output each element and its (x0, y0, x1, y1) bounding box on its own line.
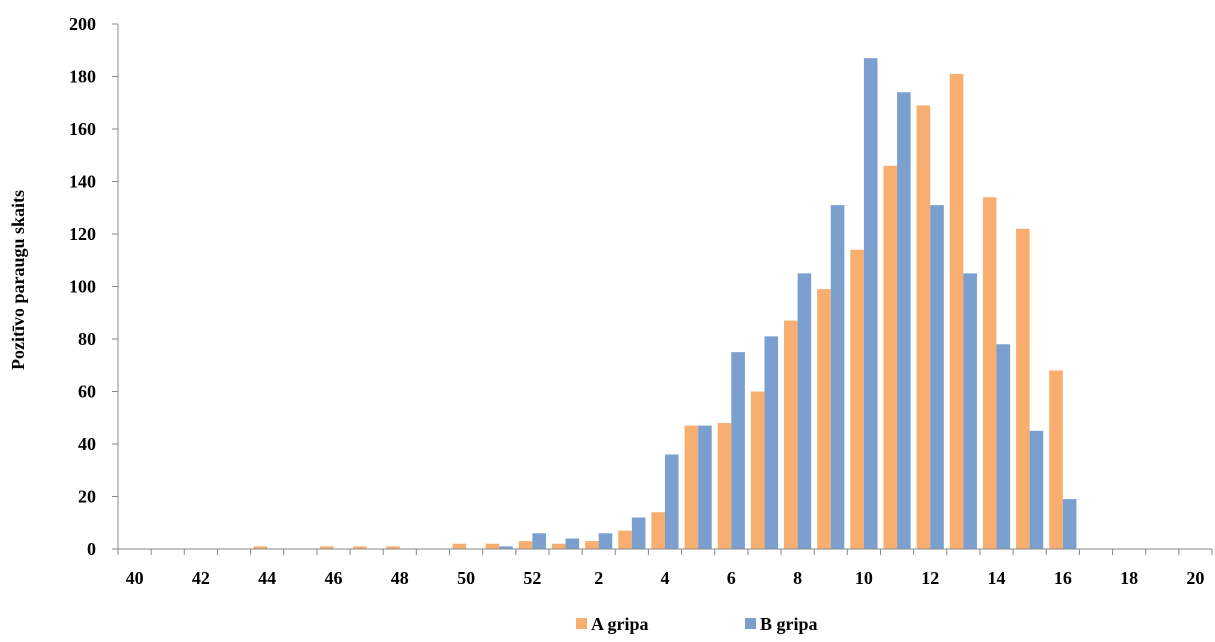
bar-a-gripa (1049, 370, 1063, 549)
y-tick-label: 80 (78, 329, 96, 349)
x-tick-label: 50 (457, 568, 475, 588)
bar-a-gripa (452, 543, 467, 549)
bar-b-gripa (897, 92, 911, 549)
bar-a-gripa (982, 197, 997, 549)
bar-a-gripa (684, 425, 699, 549)
bar-a-gripa (518, 541, 533, 549)
y-tick-label: 100 (69, 277, 96, 297)
bar-b-gripa (565, 538, 580, 549)
bar-b-gripa (1062, 499, 1077, 549)
bar-a-gripa (850, 249, 864, 549)
y-tick-label: 0 (87, 539, 96, 559)
x-tick-label: 46 (324, 568, 342, 588)
legend-label: A gripa (591, 614, 649, 634)
legend-swatch (745, 618, 756, 629)
x-tick-label: 20 (1186, 568, 1204, 588)
bar-a-gripa (618, 530, 632, 549)
x-tick-label: 10 (855, 568, 873, 588)
bar-a-gripa (1016, 228, 1030, 549)
y-axis-title: Pozitīvo paraugu skaits (8, 190, 28, 370)
x-tick-label: 8 (793, 568, 802, 588)
x-tick-label: 4 (661, 568, 670, 588)
x-tick-label: 12 (921, 568, 939, 588)
bar-b-gripa (532, 533, 546, 549)
bar-b-gripa (631, 517, 646, 549)
x-tick-label: 48 (391, 568, 409, 588)
bar-a-gripa (651, 512, 665, 549)
bar-a-gripa (386, 546, 400, 549)
bar-b-gripa (797, 273, 812, 549)
bar-b-gripa (598, 533, 613, 549)
x-tick-label: 42 (192, 568, 210, 588)
bar-a-gripa (949, 73, 964, 549)
bar-b-gripa (996, 344, 1011, 549)
y-tick-label: 140 (69, 172, 96, 192)
legend-swatch (576, 618, 587, 629)
y-tick-label: 180 (69, 67, 96, 87)
y-tick-label: 20 (78, 487, 96, 507)
bar-a-gripa (585, 541, 599, 549)
x-tick-label: 2 (594, 568, 603, 588)
bar-b-gripa (863, 58, 878, 549)
bar-a-gripa (784, 320, 798, 549)
x-tick-label: 16 (1054, 568, 1072, 588)
bar-a-gripa (485, 543, 500, 549)
bar-a-gripa (750, 391, 765, 549)
bar-b-gripa (665, 454, 679, 549)
bar-b-gripa (1029, 430, 1044, 549)
bar-a-gripa (253, 546, 268, 549)
x-axis-ticks: 40 42 44 46 48 50 52 2 4 6 8 10 12 14 16 18 20 (117, 549, 1213, 588)
bar-a-gripa (883, 165, 898, 549)
bar-b-gripa (830, 205, 845, 549)
bar-a-gripa (319, 546, 334, 549)
bar-a-gripa (717, 423, 732, 549)
bar-b-gripa (499, 546, 513, 549)
x-tick-label: 44 (258, 568, 276, 588)
legend-label: B gripa (760, 614, 818, 634)
bar-b-gripa (963, 273, 977, 549)
y-tick-label: 120 (69, 224, 96, 244)
y-axis-ticks: 0 20 40 60 80 100 120 140 160 180 200 (69, 14, 118, 559)
bar-b-gripa (930, 205, 944, 549)
y-tick-label: 160 (69, 119, 96, 139)
bar-b-gripa (731, 352, 745, 549)
x-tick-label: 40 (126, 568, 144, 588)
x-tick-label: 18 (1120, 568, 1138, 588)
y-tick-label: 40 (78, 434, 96, 454)
x-tick-label: 14 (988, 568, 1006, 588)
bars (253, 58, 1077, 549)
y-tick-label: 60 (78, 382, 96, 402)
bar-a-gripa (817, 289, 831, 549)
bar-b-gripa (764, 336, 779, 549)
bar-b-gripa (698, 425, 712, 549)
bar-a-gripa (916, 105, 931, 549)
y-tick-label: 200 (69, 14, 96, 34)
x-tick-label: 52 (523, 568, 541, 588)
bar-a-gripa (551, 543, 566, 549)
legend: A gripa B gripa (576, 614, 818, 634)
bar-a-gripa (353, 546, 367, 549)
x-tick-label: 6 (727, 568, 736, 588)
